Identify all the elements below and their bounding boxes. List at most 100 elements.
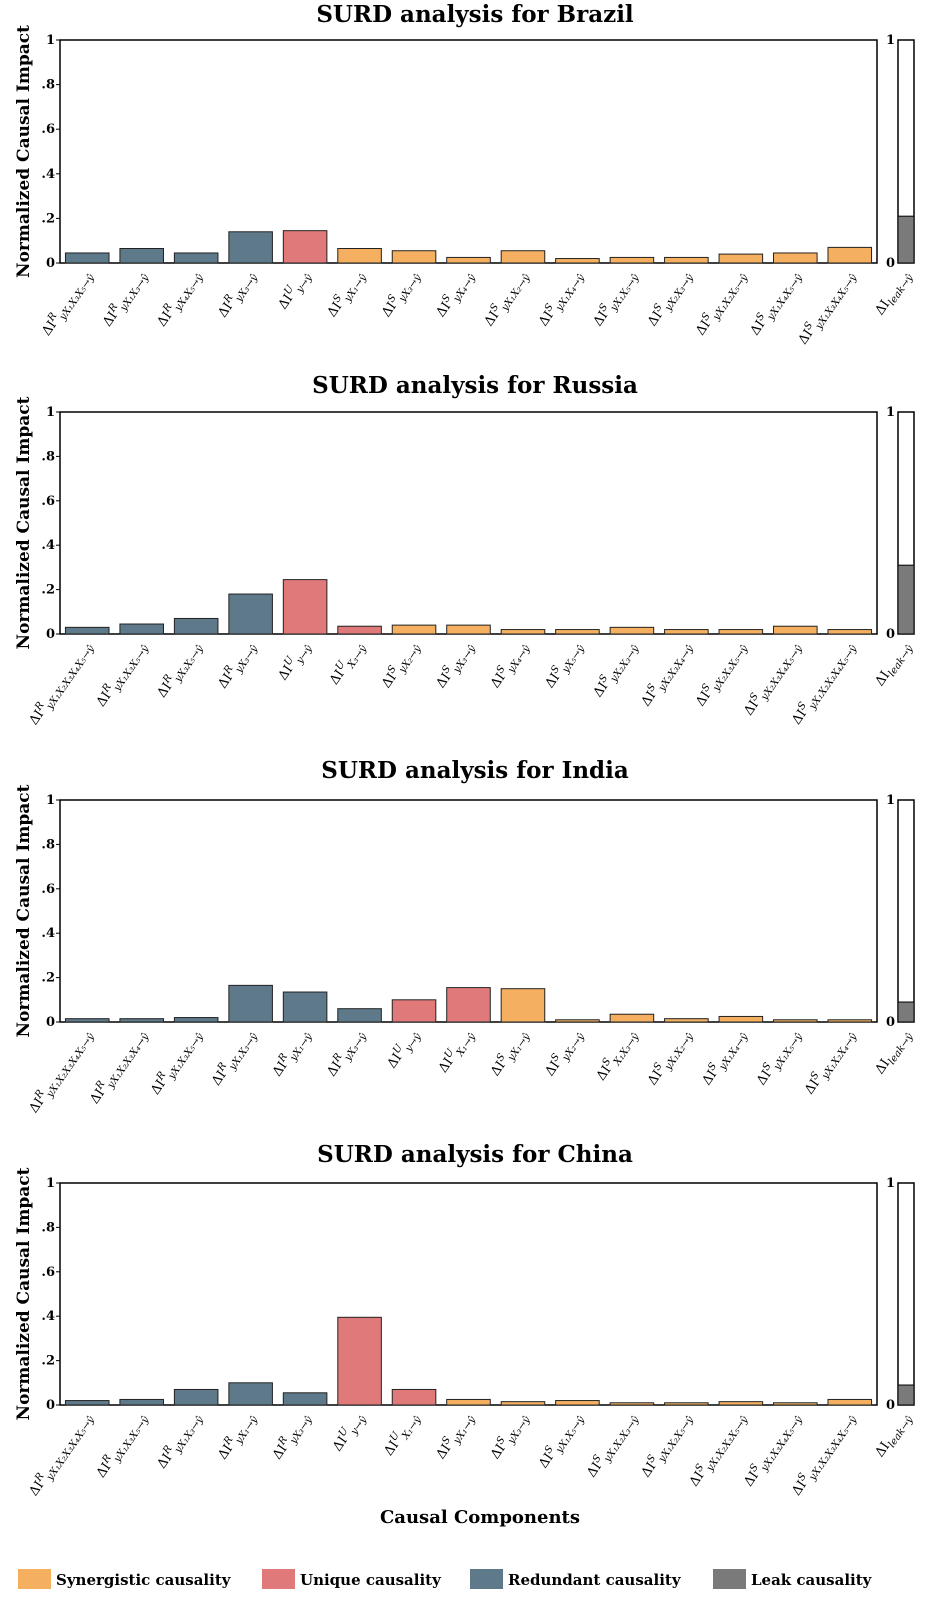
x-tick-label: ΔIRyX₃→ŷ (268, 1409, 315, 1464)
x-tick-label: ΔISyX₁→ŷ (486, 1026, 533, 1081)
x-tick-label: ΔISyX₁X₂→ŷ (643, 1026, 696, 1090)
x-tick-label: ΔISyX₁X₄X₅→ŷ (746, 267, 805, 340)
y-tick-label: .6 (41, 882, 55, 897)
leak-frame (897, 1182, 915, 1406)
bar (500, 1401, 546, 1406)
x-tick-label: ΔISyX₄→ŷ (486, 638, 533, 693)
x-tick-label: ΔISyX₁X₂X₃→ŷ (583, 1409, 642, 1482)
leak-tick-label: 1 (886, 793, 895, 808)
leak-bar (897, 1384, 915, 1406)
bar (718, 253, 764, 264)
leak-bar (897, 1001, 915, 1023)
bar (609, 626, 655, 635)
bar (173, 1017, 219, 1023)
x-tick-label: ΔISyX₁X₄→ŷ (698, 1026, 751, 1090)
bar (718, 1015, 764, 1023)
bar (773, 252, 818, 264)
bar (555, 258, 600, 264)
bar (609, 1402, 655, 1406)
x-tick-label: ΔISyX₂→ŷ (377, 638, 424, 693)
y-axis-label: Normalized Causal Impact (14, 784, 34, 1037)
x-tick-label: ΔIRyX₁X₂X₃X₄X₅→ŷ (25, 638, 97, 729)
bar (609, 256, 655, 264)
leak-tick-label: 0 (886, 256, 895, 271)
leak-category-label: ΔIleak→ŷ (872, 1410, 915, 1461)
y-tick-label: .6 (41, 122, 55, 137)
bar (609, 1013, 655, 1023)
y-tick-label: .2 (41, 583, 55, 598)
bar (391, 624, 437, 635)
x-tick-label: ΔISyX₁X₂X₅→ŷ (637, 1409, 696, 1482)
x-tick-label: ΔISyX₃→ŷ (432, 638, 479, 693)
y-axis-label: Normalized Causal Impact (14, 1167, 34, 1420)
plot-frame (59, 411, 878, 635)
x-tick-label: ΔIRyX₄X₅→ŷ (153, 267, 206, 331)
x-tick-label: ΔISyX₅→ŷ (541, 638, 588, 693)
y-tick-label: 0 (46, 1398, 55, 1413)
legend-label: Leak causality (751, 1571, 873, 1589)
bar (173, 252, 219, 264)
legend-label: Synergistic causality (56, 1571, 232, 1589)
leak-tick-label: 0 (886, 1398, 895, 1413)
bar (119, 248, 164, 264)
y-tick-label: 0 (46, 627, 55, 642)
bar (555, 1400, 600, 1406)
x-tick-label: ΔIUX₁→ŷ (434, 1026, 478, 1077)
bar (827, 246, 873, 264)
bar (391, 999, 437, 1023)
bar (173, 1388, 219, 1406)
x-tick-label: ΔIRyX₃X₅→ŷ (153, 638, 206, 702)
bar (664, 1402, 709, 1406)
bar (446, 256, 491, 264)
x-tick-label: ΔIRyX₃→ŷ (214, 267, 261, 322)
x-tick-label: ΔISyX₁X₂X₄→ŷ (800, 1026, 859, 1099)
bar (446, 624, 491, 635)
y-tick-label: .8 (41, 837, 55, 852)
bar (555, 629, 600, 635)
legend-swatch (262, 1569, 295, 1589)
y-axis-label: Normalized Causal Impact (14, 396, 34, 649)
x-tick-label: ΔIRyX₁X₃→ŷ (207, 1026, 260, 1090)
x-tick-label: ΔIUX₃→ŷ (325, 638, 369, 689)
x-tick-label: ΔISyX₂X₃→ŷ (643, 267, 696, 331)
leak-tick-label: 1 (886, 33, 895, 48)
bar (827, 1019, 873, 1023)
legend-label: Redundant causality (508, 1571, 682, 1589)
chart-title: SURD analysis for Brazil (316, 1, 634, 28)
bar (119, 1398, 164, 1406)
x-tick-label: ΔISyX₁X₅→ŷ (752, 1026, 805, 1090)
y-tick-label: .8 (41, 449, 55, 464)
bar (500, 988, 546, 1023)
y-tick-label: .4 (41, 926, 55, 941)
bar (119, 1018, 164, 1023)
bar (555, 1019, 600, 1023)
leak-category-label: ΔIleak→ŷ (872, 639, 915, 690)
chart-title: SURD analysis for Russia (312, 372, 638, 399)
bar (773, 1019, 818, 1023)
x-tick-label: ΔISyX₁→ŷ (323, 267, 370, 322)
bar (773, 1402, 818, 1406)
bar (664, 256, 709, 264)
x-tick-label: ΔIRyX₁→ŷ (214, 1409, 261, 1464)
y-tick-label: .4 (41, 538, 55, 553)
x-tick-label: ΔISyX₁→ŷ (432, 1409, 479, 1464)
bar (282, 991, 328, 1023)
y-tick-label: .8 (41, 1220, 55, 1235)
leak-frame (897, 799, 915, 1023)
x-tick-label: ΔIRyX₁X₂X₃X₄X₅→ŷ (25, 1026, 97, 1117)
legend-label: Unique causality (300, 1571, 442, 1589)
leak-category-label: ΔIleak→ŷ (872, 1027, 915, 1078)
bar (500, 250, 546, 264)
x-tick-label: ΔISyX₁X₅→ŷ (534, 1409, 587, 1473)
y-tick-label: .4 (41, 167, 55, 182)
bar (337, 1316, 382, 1406)
x-tick-label: ΔIUy→ŷ (274, 638, 315, 685)
y-tick-label: 1 (46, 33, 55, 48)
bar (664, 629, 709, 635)
bar (173, 617, 219, 635)
x-tick-label: ΔISyX₁X₄→ŷ (534, 267, 587, 331)
